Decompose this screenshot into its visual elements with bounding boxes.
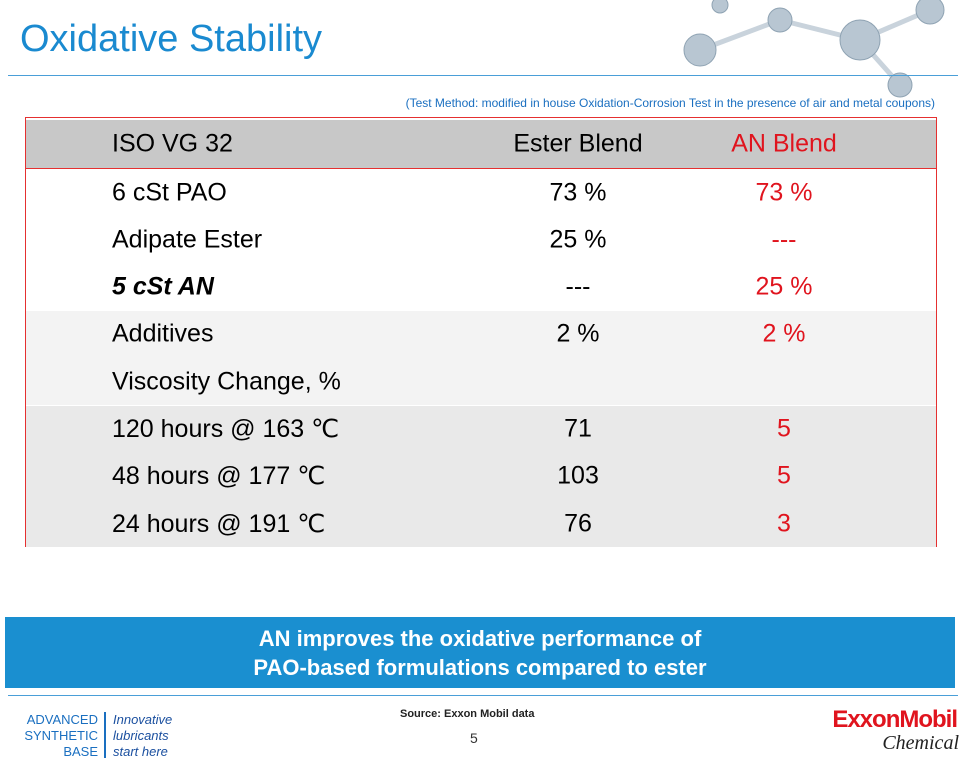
header-row: ISO VG 32 Ester Blend AN Blend [26,120,936,169]
table-row: 6 cSt PAO 73 % 73 % [26,169,936,216]
table-cell: Additives [112,319,214,348]
table-row: Viscosity Change, % [26,358,936,406]
column-header: ISO VG 32 [112,129,233,158]
brand: ADVANCED SYNTHETIC BASE STOCKS [20,712,98,758]
table-cell: 48 hours @ 177 ℃ [112,462,326,491]
logo-sub: Chemical [882,732,959,754]
table-cell: Adipate Ester [112,225,263,254]
table-row: 120 hours @ 163 ℃ 71 5 [26,405,936,453]
logo: ExxonMobil [832,706,958,733]
note: (Test Method: modified in house Oxidatio… [405,96,935,110]
tagline: Innovative lubricants start here [113,712,172,758]
separator [104,712,106,758]
table-cell: Viscosity Change, % [112,367,341,396]
table-row: Additives 2 % 2 % [26,310,936,358]
table-row: 24 hours @ 191 ℃ 76 3 [26,500,936,548]
table-row: Adipate Ester 25 % --- [26,216,936,264]
tagline-line: Innovative [113,712,173,727]
tagline-line: start here [113,744,168,758]
rule [8,75,958,76]
tagline-line: lubricants [113,728,169,743]
rule [8,695,958,696]
source: Source: Exxon Mobil data [400,708,535,720]
table-cell: 6 cSt PAO [112,178,227,206]
table-row: 48 hours @ 177 ℃ 103 5 [26,452,936,500]
table-cell: 24 hours @ 191 ℃ [112,509,326,538]
brand-line: ADVANCED [26,712,98,727]
callout-line: AN improves the oxidative performance of [258,626,702,651]
molecule-decoration [683,0,945,98]
title: Oxidative Stability [20,18,323,60]
table-row: 5 cSt AN --- 25 % [26,263,936,311]
callout-line: PAO-based formulations compared to ester [253,655,707,680]
table-cell: 5 cSt AN [112,272,214,301]
table-cell: 120 hours @ 163 ℃ [112,415,340,443]
brand-line: BASE STOCKS [63,744,98,758]
brand-line: SYNTHETIC [24,728,98,743]
table: ISO VG 32 Ester Blend AN Blend 6 cSt PAO 73 … [25,117,937,548]
page-number: 5 [470,730,478,746]
callout: AN improves the oxidative performance of… [5,617,955,688]
